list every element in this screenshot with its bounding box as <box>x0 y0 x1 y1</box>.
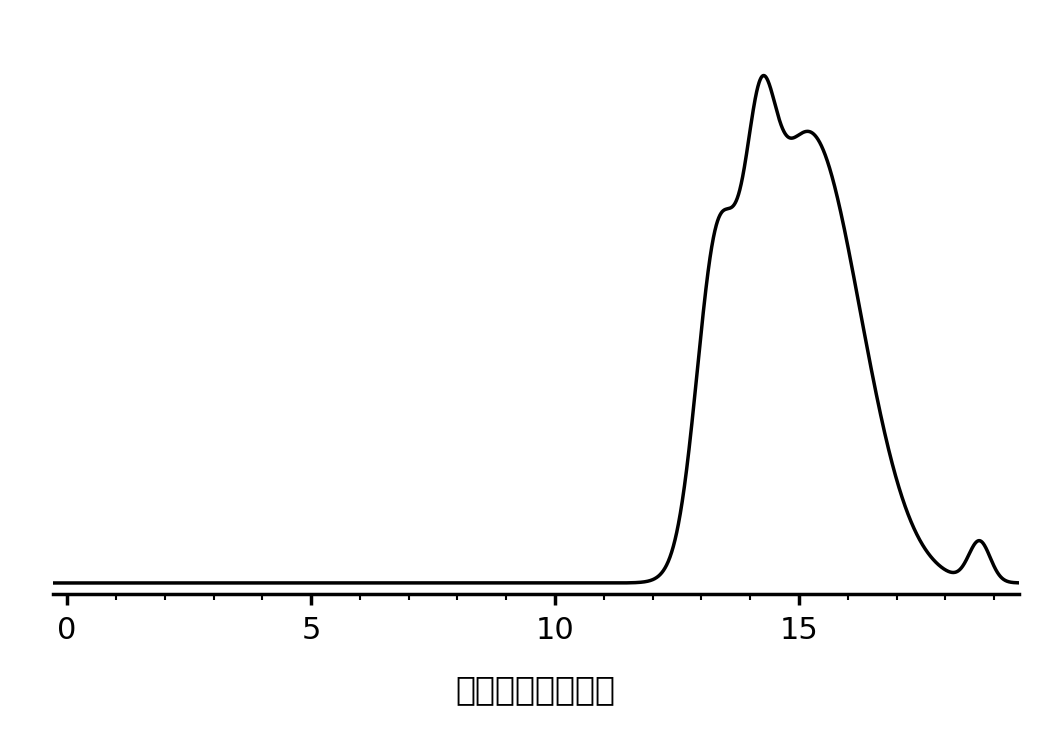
X-axis label: 保留时间（分钟）: 保留时间（分钟） <box>456 673 615 705</box>
